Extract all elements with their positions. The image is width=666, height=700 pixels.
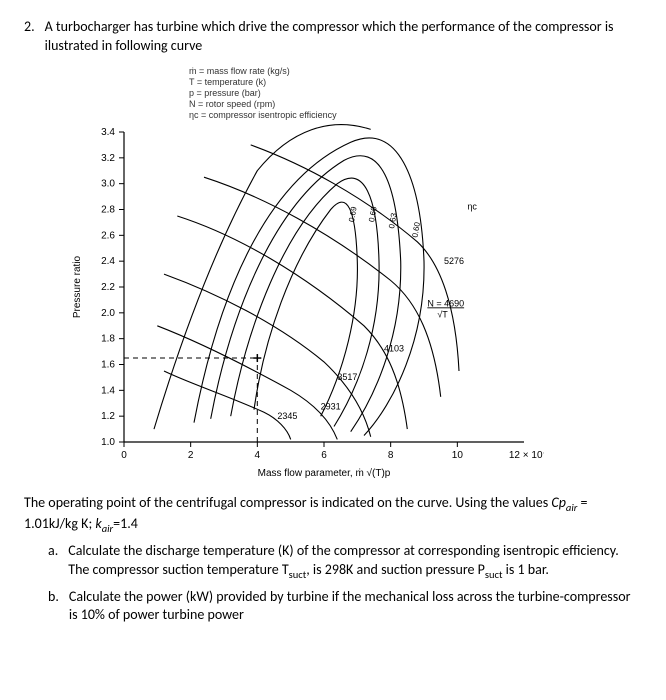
svg-text:2.2: 2.2 <box>101 282 115 293</box>
svg-text:4103: 4103 <box>384 343 404 353</box>
svg-text:ṁ = mass flow rate (kg/s): ṁ = mass flow rate (kg/s) <box>189 66 290 76</box>
desc-prefix: The operating point of the centrifugal c… <box>24 494 551 511</box>
svg-text:1.8: 1.8 <box>101 333 115 344</box>
svg-text:2.4: 2.4 <box>101 256 115 267</box>
k-value: =1.4 <box>113 515 138 532</box>
svg-text:2: 2 <box>188 450 194 461</box>
part-a-text: Calculate the discharge temperature (K) … <box>68 542 642 582</box>
svg-text:2.8: 2.8 <box>101 204 115 215</box>
svg-text:1.0: 1.0 <box>101 437 115 448</box>
part-a: a. Calculate the discharge temperature (… <box>48 542 642 582</box>
svg-text:0: 0 <box>121 450 127 461</box>
svg-text:1.4: 1.4 <box>101 385 115 396</box>
svg-text:ηc: ηc <box>467 201 477 211</box>
cp-symbol: Cp <box>551 494 566 511</box>
svg-text:T = temperature (k): T = temperature (k) <box>189 77 266 87</box>
svg-text:2345: 2345 <box>277 411 297 421</box>
question-number: 2. <box>24 18 35 56</box>
svg-text:N = 4690: N = 4690 <box>427 298 464 308</box>
svg-text:0.60: 0.60 <box>410 221 422 238</box>
svg-text:ηc = compressor isentropic eff: ηc = compressor isentropic efficiency <box>189 110 337 120</box>
svg-text:12 × 10⁻³: 12 × 10⁻³ <box>509 450 544 461</box>
svg-text:0.63: 0.63 <box>387 212 399 229</box>
svg-text:3.0: 3.0 <box>101 178 115 189</box>
svg-text:5276: 5276 <box>444 256 464 266</box>
part-b-text: Calculate the power (kW) provided by tur… <box>69 588 642 626</box>
svg-text:Pressure ratio: Pressure ratio <box>72 255 83 318</box>
compressor-map-chart: ṁ = mass flow rate (kg/s)T = temperature… <box>64 62 642 486</box>
svg-text:0.69: 0.69 <box>347 205 359 222</box>
svg-text:N = rotor speed (rpm): N = rotor speed (rpm) <box>189 99 275 109</box>
part-a-letter: a. <box>48 542 58 582</box>
svg-text:3.2: 3.2 <box>101 153 115 164</box>
svg-text:0.66: 0.66 <box>367 205 379 222</box>
k-subscript: air <box>102 522 113 535</box>
svg-text:10: 10 <box>452 450 464 461</box>
svg-text:6: 6 <box>321 450 327 461</box>
problem-description: The operating point of the centrifugal c… <box>24 494 642 536</box>
svg-text:8: 8 <box>388 450 394 461</box>
cp-subscript: air <box>566 501 577 514</box>
svg-text:3517: 3517 <box>337 372 357 382</box>
part-b: b. Calculate the power (kW) provided by … <box>48 588 642 626</box>
part-b-letter: b. <box>48 588 59 626</box>
svg-text:√T: √T <box>437 309 448 319</box>
svg-text:2.0: 2.0 <box>101 308 115 319</box>
svg-text:1.6: 1.6 <box>101 359 115 370</box>
question-text: A turbocharger has turbine which drive t… <box>45 18 642 56</box>
svg-text:3.4: 3.4 <box>101 127 115 138</box>
svg-text:2.6: 2.6 <box>101 230 115 241</box>
svg-text:p = pressure (bar): p = pressure (bar) <box>189 88 261 98</box>
svg-text:1.2: 1.2 <box>101 411 115 422</box>
svg-text:Mass flow parameter, ṁ √(T)p: Mass flow parameter, ṁ √(T)p <box>258 467 391 479</box>
svg-text:4: 4 <box>255 450 261 461</box>
question-2: 2. A turbocharger has turbine which driv… <box>24 18 642 56</box>
